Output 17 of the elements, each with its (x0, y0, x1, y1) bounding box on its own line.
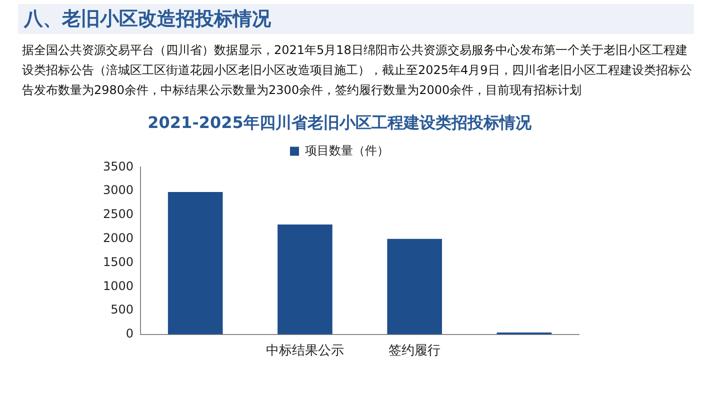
bar (278, 224, 332, 334)
y-tick-label: 3500 (102, 159, 134, 174)
y-tick-label: 2000 (102, 230, 134, 245)
bar (387, 238, 442, 334)
text: 八、老旧小区改造招投标情况 (18, 4, 694, 34)
x-tick-label: 中标结果公示 (266, 344, 344, 359)
y-tick-label: 1500 (102, 254, 134, 269)
bar (168, 192, 223, 334)
legend-label: 项目数量（件） (305, 143, 389, 158)
y-tick-label: 0 (126, 326, 134, 341)
chart-title: 2021-2025年四川省老旧小区工程建设类招投标情况 (148, 112, 532, 132)
y-tick-label: 3000 (102, 183, 134, 198)
y-tick-label: 1000 (102, 278, 134, 293)
x-tick-label: 签约履行 (388, 344, 441, 359)
y-tick-label: 2500 (102, 207, 134, 222)
y-tick-label: 500 (110, 302, 134, 317)
text: 据全国公共资源交易平台（四川省）数据显示，2021年5月18日绵阳市公共资源交易服务中心发布第一个关于老旧小区工程建设类招标公告（涪城区工区街道花园小区老旧小区改造项目施工），截止至2025年4月9日，四川省老旧小区工程建设类招标公告发布数量为2980余件，中标结果公示数量为2300余件，签约履行数量为2000余件，目前现有招标计划 (22, 42, 693, 99)
